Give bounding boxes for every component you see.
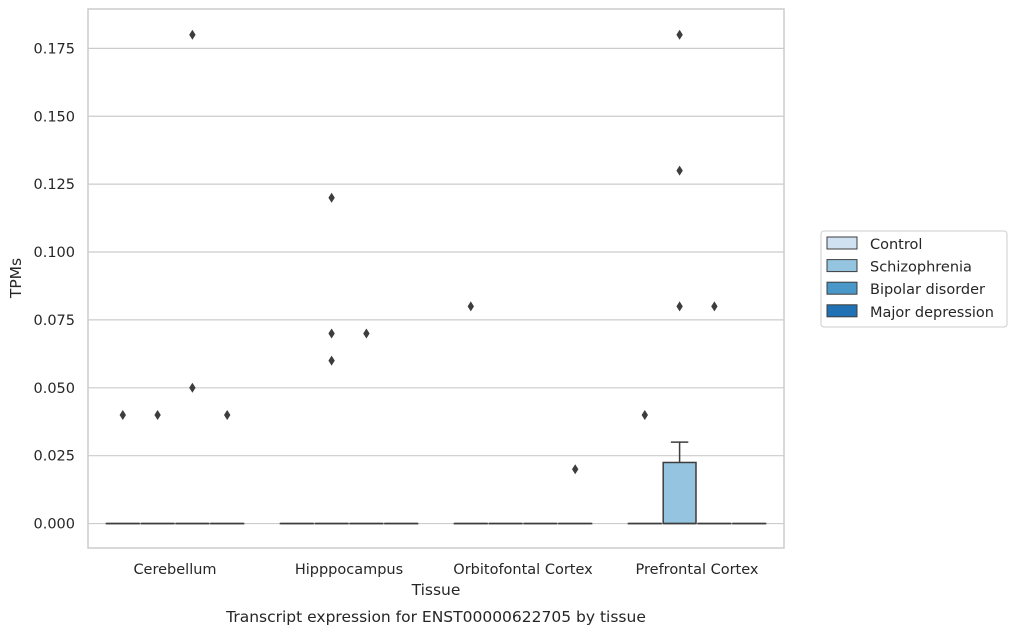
outlier-point bbox=[676, 301, 683, 312]
legend-label: Major depression bbox=[870, 305, 994, 321]
outlier-point bbox=[711, 301, 718, 312]
x-tick-labels: Cerebellum Hipppocampus Orbitofontal Corte… bbox=[133, 562, 758, 578]
x-tick-label: Prefrontal Cortex bbox=[636, 562, 759, 578]
outlier-point bbox=[572, 464, 579, 475]
y-tick-label: 0.100 bbox=[33, 245, 75, 261]
outlier-point bbox=[676, 29, 683, 40]
x-tick-label: Orbitofontal Cortex bbox=[453, 562, 593, 578]
x-tick-label: Hipppocampus bbox=[295, 562, 403, 578]
y-axis-label: TPMs bbox=[7, 258, 25, 299]
box-marks bbox=[105, 29, 767, 525]
outlier-point bbox=[363, 328, 370, 339]
legend-label: Schizophrenia bbox=[870, 260, 972, 276]
y-tick-label: 0.000 bbox=[33, 517, 75, 533]
outlier-point bbox=[224, 409, 231, 420]
y-tick-label: 0.125 bbox=[33, 177, 75, 193]
legend-swatch bbox=[826, 281, 858, 295]
y-grid-lines bbox=[88, 47, 784, 525]
legend-label: Control bbox=[870, 237, 922, 253]
y-tick-label: 0.050 bbox=[33, 381, 75, 397]
outlier-point bbox=[119, 409, 126, 420]
legend-swatch bbox=[826, 304, 858, 318]
outlier-point bbox=[328, 355, 335, 366]
y-tick-labels: 0.000 0.025 0.050 0.075 0.100 0.125 0.150 0.175 bbox=[33, 41, 75, 532]
legend-swatch bbox=[826, 236, 858, 250]
y-tick-label: 0.175 bbox=[33, 41, 75, 57]
legend-frame bbox=[820, 230, 1008, 328]
outlier-point bbox=[328, 192, 335, 203]
y-tick-label: 0.075 bbox=[33, 313, 75, 329]
x-tick-label: Cerebellum bbox=[133, 562, 216, 578]
outlier-point bbox=[467, 301, 474, 312]
outlier-point bbox=[189, 382, 196, 393]
y-tick-label: 0.025 bbox=[33, 449, 75, 465]
outlier-point bbox=[328, 328, 335, 339]
chart-caption: Transcript expression for ENST0000062270… bbox=[225, 608, 646, 626]
outlier-point bbox=[154, 409, 161, 420]
legend-label: Bipolar disorder bbox=[870, 282, 985, 298]
outlier-point bbox=[676, 165, 683, 176]
outlier-point bbox=[189, 29, 196, 40]
outlier-point bbox=[641, 409, 648, 420]
x-axis-label: Tissue bbox=[411, 581, 461, 599]
legend: Control Schizophrenia Bipolar disorder Majo… bbox=[820, 230, 1008, 328]
legend-swatch bbox=[826, 259, 858, 273]
y-tick-label: 0.150 bbox=[33, 109, 75, 125]
plot-frame bbox=[87, 8, 785, 549]
box bbox=[662, 461, 697, 525]
